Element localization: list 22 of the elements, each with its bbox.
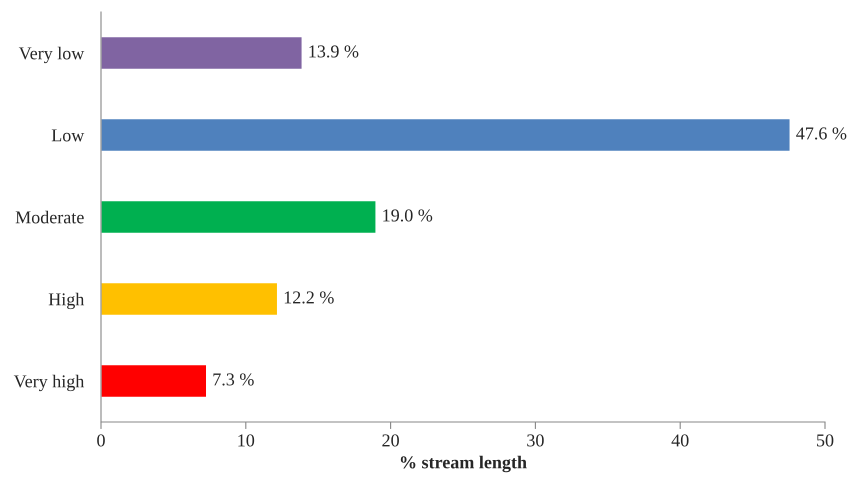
data-label: 7.3 %	[213, 373, 254, 386]
bar	[101, 282, 278, 316]
y-tick-label: Moderate	[16, 210, 84, 224]
bar	[101, 36, 303, 70]
y-tick-label: Low	[52, 129, 84, 142]
data-label: 12.2 %	[284, 291, 334, 304]
bar	[101, 118, 791, 152]
bar	[101, 364, 208, 398]
x-tick-label: 40	[672, 434, 689, 447]
y-tick-label: Very low	[18, 46, 84, 64]
y-tick-label: High	[48, 292, 84, 310]
x-tick-label: 0	[97, 434, 105, 447]
x-axis-title: % stream length	[400, 456, 527, 472]
x-tick-label: 20	[382, 434, 399, 447]
data-label: 19.0 %	[383, 209, 432, 222]
x-tick-label: 30	[527, 434, 544, 447]
data-label: 13.9 %	[309, 45, 358, 58]
x-tick-label: 50	[817, 434, 834, 447]
bar	[101, 200, 377, 234]
y-tick-label: Very high	[14, 374, 84, 392]
data-label: 47.6 %	[796, 127, 846, 140]
x-tick-label: 10	[238, 434, 254, 447]
